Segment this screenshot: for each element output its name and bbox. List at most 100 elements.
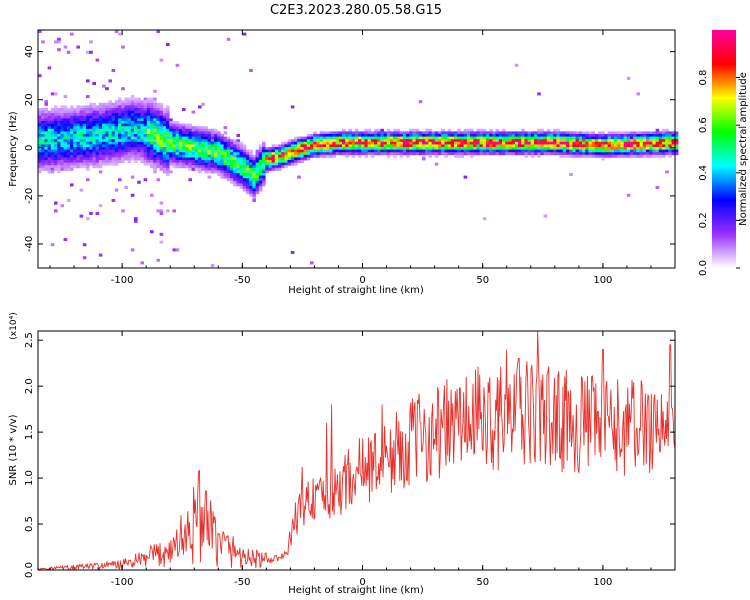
heatmap-cell (121, 102, 125, 106)
heatmap-cell (422, 147, 426, 150)
heatmap-cell (140, 113, 144, 117)
heatmap-cell (441, 131, 445, 135)
heatmap-cell (194, 126, 199, 130)
heatmap-cell (543, 136, 548, 140)
x-tick-label: 0 (359, 577, 365, 588)
heatmap-cell (377, 149, 381, 153)
heatmap-cell (246, 178, 250, 182)
heatmap-cell (614, 139, 618, 143)
heatmap-cell (658, 154, 663, 158)
heatmap-cell (281, 147, 285, 150)
heatmap-cell (434, 141, 439, 145)
heatmap-cell (114, 141, 119, 145)
heatmap-cell (562, 134, 567, 137)
heatmap-cell (204, 126, 208, 130)
heatmap-cell (255, 188, 260, 192)
heatmap-cell (498, 144, 503, 148)
heatmap-cell (262, 180, 266, 184)
heatmap-cell (118, 126, 122, 130)
heatmap-cell (646, 147, 650, 150)
heatmap-cell (284, 154, 288, 158)
heatmap-cell (249, 175, 253, 179)
heatmap-cell (79, 147, 84, 150)
heatmap-cell (54, 167, 58, 171)
heatmap-cell (111, 149, 116, 153)
heatmap-cell (156, 141, 160, 145)
heatmap-cell (63, 152, 68, 156)
heatmap-cell (354, 144, 359, 148)
heatmap-cell (57, 147, 61, 150)
heatmap-cell (172, 134, 176, 137)
heatmap-cell (479, 149, 484, 153)
heatmap-cell (226, 178, 231, 182)
heatmap-cell (60, 108, 64, 111)
heatmap-cell (230, 170, 234, 174)
heatmap-cell (73, 118, 77, 122)
heatmap-cell (95, 126, 100, 130)
heatmap-cell (578, 131, 583, 135)
heatmap-cell (63, 118, 68, 122)
heatmap-cell (290, 162, 295, 166)
heatmap-cell (642, 154, 647, 158)
heatmap-cell (249, 180, 253, 184)
heatmap-cell (198, 126, 202, 130)
heatmap-cell (444, 152, 448, 156)
heatmap-cell (617, 147, 621, 150)
heatmap-cell (249, 173, 253, 176)
heatmap-cell (44, 152, 48, 156)
heatmap-cell (626, 144, 631, 148)
heatmap-cell (230, 180, 234, 184)
heatmap-cell (393, 152, 397, 156)
heatmap-cell (310, 154, 314, 158)
heatmap-cell (121, 139, 125, 143)
heatmap-cell (322, 139, 327, 143)
heatmap-cell (242, 149, 247, 153)
heatmap-cell (217, 173, 221, 176)
heatmap-cell (169, 152, 173, 156)
heatmap-cell (207, 162, 212, 166)
heatmap-cell (374, 128, 378, 132)
heatmap-cell (143, 108, 148, 111)
heatmap-cell (98, 102, 103, 106)
heatmap-cell (626, 139, 631, 143)
heatmap-cell (425, 128, 429, 132)
heatmap-cell (495, 152, 500, 156)
heatmap-cell (198, 154, 202, 158)
heatmap-cell (89, 141, 93, 145)
heatmap-cell (636, 136, 640, 140)
heatmap-cell (66, 160, 71, 163)
heatmap-cell (569, 154, 573, 158)
heatmap-cell (166, 110, 170, 114)
heatmap-cell (585, 134, 589, 137)
heatmap-cell (111, 69, 116, 72)
heatmap-cell (169, 141, 173, 145)
heatmap-cell (146, 105, 151, 109)
heatmap-cell (438, 144, 442, 148)
heatmap-cell (114, 188, 119, 192)
heatmap-cell (274, 157, 279, 161)
heatmap-cell (463, 139, 468, 143)
heatmap-cell (566, 141, 570, 145)
heatmap-cell (162, 115, 167, 119)
heatmap-cell (418, 141, 423, 145)
heatmap-cell (674, 149, 679, 153)
heatmap-cell (604, 144, 608, 148)
heatmap-cell (460, 144, 464, 148)
heatmap-cell (63, 126, 68, 130)
heatmap-cell (364, 141, 368, 145)
heatmap-cell (134, 131, 138, 135)
heatmap-cell (364, 149, 368, 153)
heatmap-cell (114, 123, 119, 127)
heatmap-cell (361, 139, 365, 143)
heatmap-cell (73, 131, 77, 135)
heatmap-cell (540, 139, 544, 143)
heatmap-cell (460, 147, 464, 150)
heatmap-cell (70, 165, 74, 169)
heatmap-cell (556, 131, 560, 135)
heatmap-cell (153, 157, 157, 161)
heatmap-cell (367, 141, 372, 145)
heatmap-cell (335, 147, 340, 150)
heatmap-cell (262, 170, 266, 174)
heatmap-cell (159, 154, 164, 158)
heatmap-cell (76, 108, 80, 111)
